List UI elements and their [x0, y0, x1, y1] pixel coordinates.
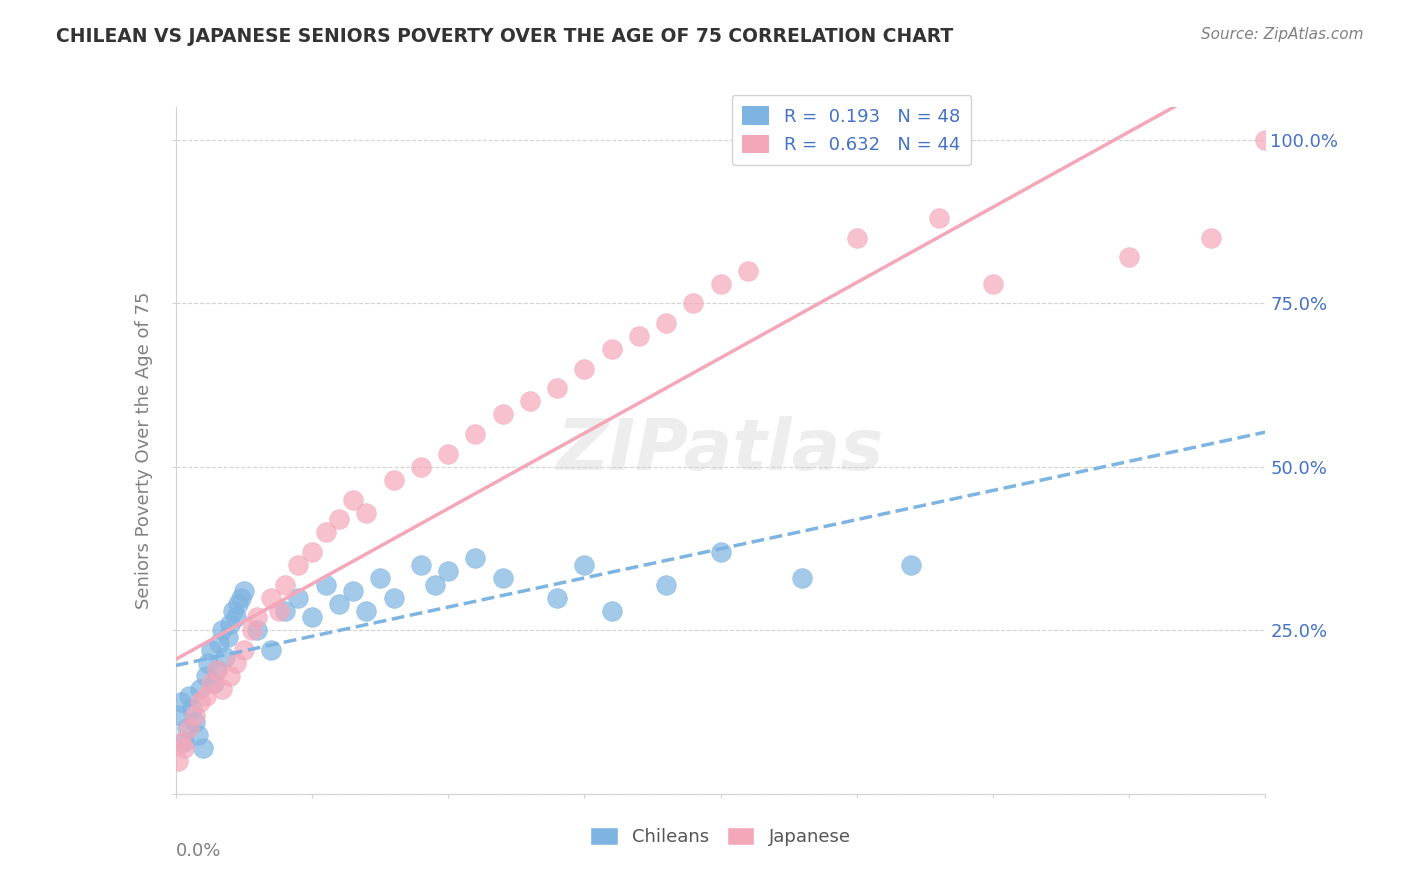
- Point: [260, 643, 283, 657]
- Point: [219, 669, 242, 683]
- Point: [240, 624, 263, 638]
- Point: [546, 381, 568, 395]
- Point: [205, 663, 228, 677]
- Point: [382, 473, 405, 487]
- Point: [287, 591, 309, 605]
- Point: [710, 545, 733, 559]
- Point: [574, 558, 596, 572]
- Point: [211, 624, 233, 638]
- Point: [301, 610, 323, 624]
- Point: [184, 708, 207, 723]
- Point: [186, 728, 209, 742]
- Point: [519, 394, 541, 409]
- Point: [194, 669, 217, 683]
- Point: [194, 689, 217, 703]
- Point: [737, 263, 759, 277]
- Point: [219, 616, 242, 631]
- Point: [260, 591, 283, 605]
- Point: [900, 558, 922, 572]
- Point: [437, 447, 460, 461]
- Point: [170, 695, 193, 709]
- Text: 0.0%: 0.0%: [176, 842, 221, 860]
- Point: [574, 361, 596, 376]
- Point: [1118, 251, 1140, 265]
- Point: [409, 558, 432, 572]
- Point: [167, 708, 190, 723]
- Point: [246, 624, 269, 638]
- Point: [301, 545, 323, 559]
- Point: [173, 741, 195, 756]
- Point: [222, 604, 245, 618]
- Point: [437, 565, 460, 579]
- Point: [342, 492, 364, 507]
- Y-axis label: Seniors Poverty Over the Age of 75: Seniors Poverty Over the Age of 75: [135, 292, 153, 609]
- Text: CHILEAN VS JAPANESE SENIORS POVERTY OVER THE AGE OF 75 CORRELATION CHART: CHILEAN VS JAPANESE SENIORS POVERTY OVER…: [56, 27, 953, 45]
- Point: [287, 558, 309, 572]
- Point: [200, 643, 222, 657]
- Point: [792, 571, 814, 585]
- Point: [464, 551, 486, 566]
- Point: [845, 231, 868, 245]
- Text: ZIPatlas: ZIPatlas: [557, 416, 884, 485]
- Point: [208, 636, 231, 650]
- Point: [328, 512, 350, 526]
- Point: [710, 277, 733, 291]
- Point: [342, 584, 364, 599]
- Text: Source: ZipAtlas.com: Source: ZipAtlas.com: [1201, 27, 1364, 42]
- Point: [382, 591, 405, 605]
- Point: [600, 604, 623, 618]
- Point: [214, 649, 236, 664]
- Point: [225, 610, 247, 624]
- Point: [188, 695, 211, 709]
- Point: [655, 577, 678, 591]
- Point: [231, 591, 253, 605]
- Point: [682, 296, 704, 310]
- Point: [176, 722, 198, 736]
- Legend: Chileans, Japanese: Chileans, Japanese: [583, 820, 858, 854]
- Point: [184, 714, 207, 729]
- Point: [170, 734, 193, 748]
- Point: [188, 682, 211, 697]
- Point: [1199, 231, 1222, 245]
- Point: [328, 597, 350, 611]
- Point: [315, 577, 337, 591]
- Point: [269, 604, 291, 618]
- Point: [546, 591, 568, 605]
- Point: [246, 610, 269, 624]
- Point: [274, 577, 297, 591]
- Point: [167, 754, 190, 768]
- Point: [179, 689, 201, 703]
- Point: [981, 277, 1004, 291]
- Point: [356, 604, 378, 618]
- Point: [225, 656, 247, 670]
- Point: [315, 525, 337, 540]
- Point: [274, 604, 297, 618]
- Point: [368, 571, 391, 585]
- Point: [205, 663, 228, 677]
- Point: [423, 577, 446, 591]
- Point: [600, 342, 623, 356]
- Point: [655, 316, 678, 330]
- Point: [464, 427, 486, 442]
- Point: [928, 211, 950, 226]
- Point: [179, 722, 201, 736]
- Point: [232, 643, 254, 657]
- Point: [211, 682, 233, 697]
- Point: [173, 734, 195, 748]
- Point: [228, 597, 250, 611]
- Point: [197, 656, 219, 670]
- Point: [356, 506, 378, 520]
- Point: [492, 571, 515, 585]
- Point: [409, 459, 432, 474]
- Point: [1254, 133, 1277, 147]
- Point: [181, 702, 204, 716]
- Point: [232, 584, 254, 599]
- Point: [191, 741, 214, 756]
- Point: [202, 675, 225, 690]
- Point: [492, 408, 515, 422]
- Point: [200, 675, 222, 690]
- Point: [217, 630, 239, 644]
- Point: [627, 329, 650, 343]
